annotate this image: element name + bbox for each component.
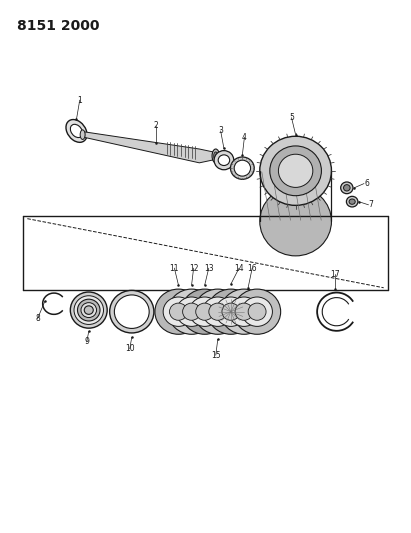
Text: 10: 10	[125, 344, 134, 353]
Ellipse shape	[110, 290, 154, 333]
Ellipse shape	[242, 297, 272, 326]
Text: 3: 3	[218, 126, 223, 135]
Ellipse shape	[235, 303, 253, 320]
Text: 1: 1	[77, 95, 82, 104]
Ellipse shape	[346, 196, 358, 207]
Ellipse shape	[203, 297, 233, 326]
Text: 13: 13	[204, 264, 214, 272]
Ellipse shape	[182, 303, 201, 320]
Text: 16: 16	[247, 264, 257, 272]
Ellipse shape	[212, 149, 219, 163]
Text: 5: 5	[289, 113, 294, 122]
Ellipse shape	[218, 155, 230, 165]
Ellipse shape	[344, 184, 350, 191]
Ellipse shape	[114, 295, 149, 328]
Ellipse shape	[78, 299, 100, 321]
Ellipse shape	[222, 303, 240, 320]
Ellipse shape	[176, 297, 207, 326]
Ellipse shape	[168, 289, 215, 334]
Ellipse shape	[209, 303, 227, 320]
Text: 9: 9	[84, 337, 89, 346]
Text: 12: 12	[189, 264, 199, 272]
Text: 4: 4	[242, 133, 247, 142]
Text: 7: 7	[369, 200, 374, 209]
Ellipse shape	[84, 306, 93, 314]
Ellipse shape	[163, 297, 194, 326]
Ellipse shape	[196, 303, 214, 320]
Ellipse shape	[189, 297, 220, 326]
Text: 8: 8	[35, 314, 40, 323]
Text: 6: 6	[364, 179, 369, 188]
Ellipse shape	[270, 146, 321, 196]
Ellipse shape	[349, 199, 355, 204]
Text: 17: 17	[330, 270, 339, 279]
Ellipse shape	[80, 130, 85, 140]
Ellipse shape	[341, 182, 353, 193]
Ellipse shape	[234, 160, 251, 176]
Ellipse shape	[229, 297, 259, 326]
Ellipse shape	[278, 154, 313, 188]
Polygon shape	[85, 132, 216, 163]
Ellipse shape	[207, 289, 254, 334]
Ellipse shape	[260, 136, 331, 205]
Text: 8151 2000: 8151 2000	[17, 19, 99, 33]
Ellipse shape	[231, 157, 254, 179]
Ellipse shape	[214, 152, 218, 160]
Ellipse shape	[214, 151, 234, 169]
Ellipse shape	[194, 289, 241, 334]
Ellipse shape	[260, 187, 331, 256]
Ellipse shape	[220, 289, 268, 334]
Ellipse shape	[81, 303, 97, 318]
Ellipse shape	[74, 296, 104, 325]
Ellipse shape	[233, 289, 281, 334]
Ellipse shape	[216, 297, 246, 326]
Ellipse shape	[169, 303, 187, 320]
Ellipse shape	[155, 289, 202, 334]
Ellipse shape	[181, 289, 228, 334]
Ellipse shape	[66, 119, 87, 142]
Text: 15: 15	[211, 351, 221, 360]
Text: 11: 11	[170, 264, 179, 272]
Text: 2: 2	[154, 121, 159, 130]
Ellipse shape	[248, 303, 266, 320]
Text: 14: 14	[234, 264, 244, 272]
Ellipse shape	[70, 124, 83, 138]
Ellipse shape	[70, 292, 107, 328]
